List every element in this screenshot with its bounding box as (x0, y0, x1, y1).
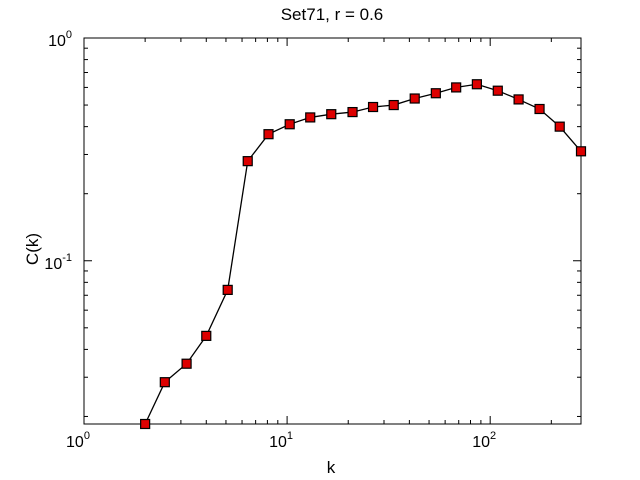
data-point-marker (554, 121, 565, 132)
data-point-marker (347, 106, 358, 118)
y-axis-label: C(k) (23, 233, 42, 265)
data-point-marker (492, 85, 503, 96)
x-tick-label-text: 101 (269, 430, 293, 451)
data-point-marker (430, 88, 441, 99)
data-point-marker (263, 129, 274, 140)
x-tick-label: 102 (472, 430, 496, 451)
series-line (144, 83, 582, 425)
data-point-marker (159, 377, 170, 388)
data-point-marker (367, 101, 379, 113)
data-point-marker (326, 109, 337, 120)
x-tick-label: 101 (269, 430, 293, 451)
x-axis-label: k (327, 458, 336, 477)
y-tick-label: 10-1 (44, 252, 72, 273)
x-tick-label-text: 102 (472, 430, 496, 451)
data-markers (140, 79, 587, 430)
data-point-marker (451, 82, 462, 93)
chart-title: Set71, r = 0.6 (281, 5, 384, 24)
y-tick-label-text: 100 (48, 29, 72, 50)
data-point-marker (284, 119, 295, 130)
data-point-marker (140, 418, 151, 430)
data-point-marker (242, 156, 253, 167)
data-point-marker (222, 284, 233, 295)
data-point-marker (471, 79, 482, 90)
plot-frame (83, 37, 582, 425)
plot-area-border (83, 37, 582, 425)
data-point-marker (409, 93, 420, 104)
x-tick-label-text: 100 (66, 430, 90, 451)
data-point-marker (305, 112, 316, 123)
data-point-marker (575, 146, 587, 157)
data-point-marker (534, 103, 545, 115)
x-tick-label: 100 (66, 430, 90, 451)
axis-ticks (83, 37, 581, 424)
data-point-marker (181, 358, 192, 369)
data-point-marker (201, 330, 212, 341)
y-tick-label-text: 10-1 (44, 252, 72, 273)
series-lines (144, 83, 582, 425)
data-point-marker (388, 99, 399, 111)
tick-labels: 100 101 102 10-1 100 (44, 29, 496, 451)
data-point-marker (513, 94, 524, 105)
y-tick-label: 100 (48, 29, 72, 50)
